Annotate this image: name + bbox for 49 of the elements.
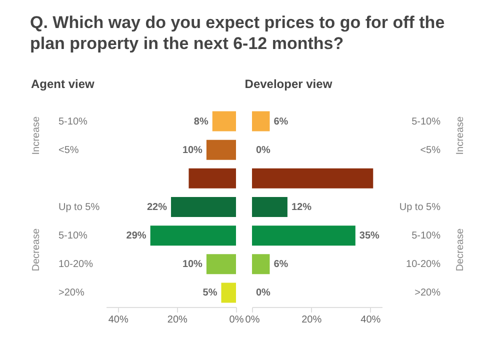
y-tick-label: <5%: [420, 144, 441, 156]
x-tick-label: 20%: [302, 314, 322, 326]
bar: [252, 168, 374, 188]
text: Decrease: [31, 228, 42, 272]
y-tick-label: 5-10%: [58, 230, 88, 242]
data-label: 8%: [194, 116, 208, 128]
chart-subtitle: Agent view: [31, 77, 96, 91]
chart-subtitle: Developer view: [244, 77, 333, 91]
data-label: 5%: [202, 288, 218, 299]
text: Increase: [455, 116, 466, 155]
bar: [171, 197, 236, 217]
y-tick-label: 5-10%: [412, 116, 441, 128]
bar: [252, 197, 288, 217]
bar: [206, 254, 236, 274]
data-label: 6%: [274, 259, 288, 270]
y-tick-label: <5%: [58, 144, 79, 156]
bar: [252, 226, 356, 246]
data-label: 0%: [256, 288, 271, 299]
bar: [188, 168, 236, 188]
data-label: 22%: [146, 202, 168, 213]
data-label: 12%: [291, 202, 312, 213]
data-label: 0%: [256, 144, 271, 156]
chart-title: Q. Which way do you expect prices to go for off the plan property in the next 6-12 months?: [30, 12, 446, 54]
y-tick-label: >20%: [58, 288, 84, 299]
data-label: 10%: [182, 144, 203, 156]
x-tick-label: 40%: [108, 314, 128, 326]
x-tick-label: 20%: [167, 314, 188, 326]
x-tick-label: 0%: [245, 314, 260, 326]
x-tick-label: 0%: [229, 314, 244, 326]
y-tick-label: 5-10%: [412, 230, 441, 242]
bar: [252, 254, 270, 274]
text: Increase: [31, 116, 42, 155]
data-label: 6%: [274, 116, 288, 128]
text: Decrease: [455, 228, 466, 272]
bar: [221, 282, 236, 303]
bar: [212, 111, 236, 132]
data-label: 10%: [182, 259, 203, 270]
y-tick-label: >20%: [414, 288, 441, 299]
data-label: 29%: [126, 230, 146, 242]
y-tick-label: 10-20%: [58, 259, 94, 270]
y-tick-label: Up to 5%: [399, 202, 441, 213]
y-tick-label: Up to 5%: [58, 202, 100, 213]
data-label: 35%: [359, 230, 380, 242]
x-tick-label: 40%: [360, 314, 381, 326]
y-tick-label: 10-20%: [406, 259, 441, 270]
y-tick-label: 5-10%: [58, 116, 88, 128]
bar: [150, 226, 236, 246]
bar: [206, 140, 236, 160]
bar: [252, 111, 270, 132]
